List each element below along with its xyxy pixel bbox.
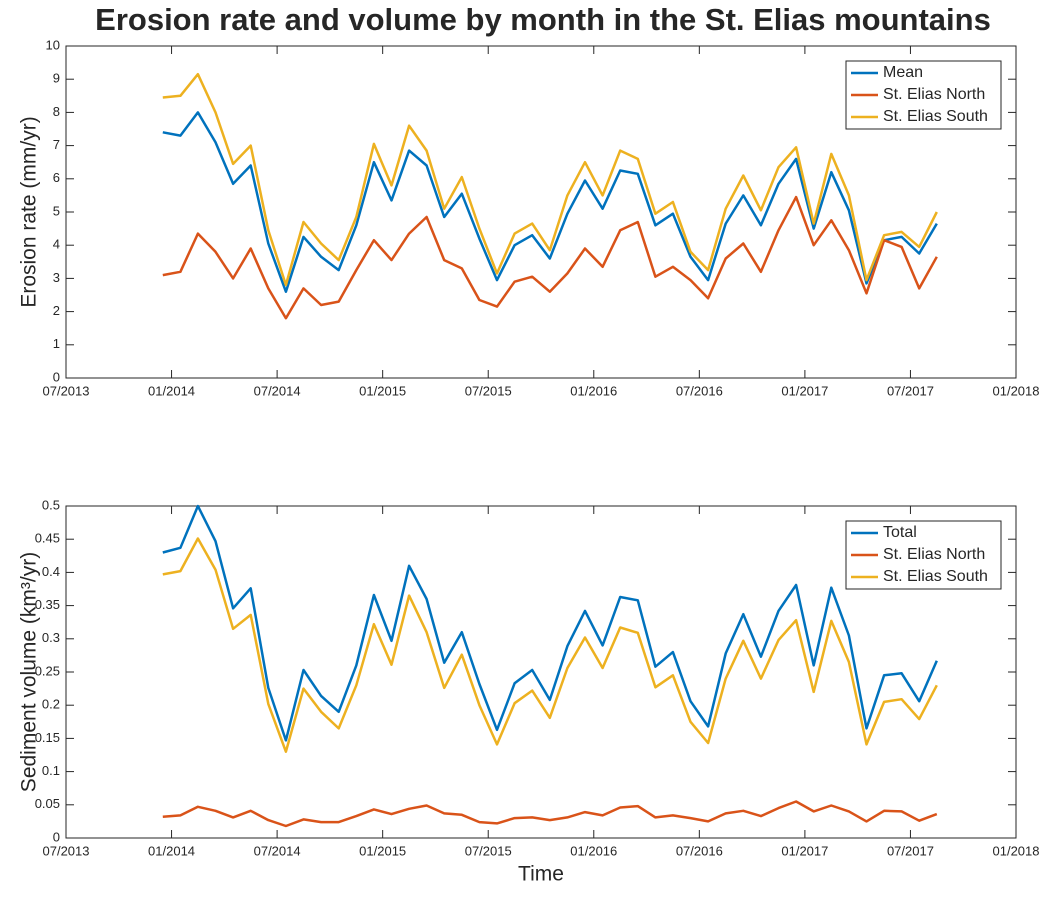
x-tick-label: 01/2017 bbox=[781, 843, 828, 858]
y-tick-label: 10 bbox=[46, 37, 60, 52]
series-line bbox=[162, 195, 938, 320]
series-line bbox=[162, 504, 938, 742]
y-tick-label: 0.4 bbox=[42, 564, 60, 579]
x-tick-label: 07/2016 bbox=[676, 843, 723, 858]
x-tick-label: 07/2014 bbox=[254, 383, 301, 398]
y-axis-label: Sediment volume (km³/yr) bbox=[18, 552, 41, 792]
y-tick-label: 0.05 bbox=[35, 796, 60, 811]
x-tick-label: 07/2013 bbox=[43, 843, 90, 858]
legend-label: St. Elias South bbox=[883, 568, 988, 585]
y-tick-label: 8 bbox=[53, 104, 60, 119]
x-tick-label: 01/2014 bbox=[148, 383, 195, 398]
legend-label: St. Elias North bbox=[883, 546, 985, 563]
legend: Total St. Elias North St. Elias South bbox=[845, 520, 1002, 590]
chart-title: Erosion rate and volume by month in the … bbox=[95, 2, 991, 37]
y-tick-label: 3 bbox=[53, 270, 60, 285]
legend-label: St. Elias North bbox=[883, 86, 985, 103]
x-tick-label: 01/2015 bbox=[359, 843, 406, 858]
y-tick-label: 9 bbox=[53, 71, 60, 86]
x-tick-label: 07/2017 bbox=[887, 383, 934, 398]
x-axis-label: Time bbox=[518, 863, 564, 886]
y-tick-label: 0.35 bbox=[35, 597, 60, 612]
y-tick-label: 7 bbox=[53, 137, 60, 152]
x-tick-label: 07/2013 bbox=[43, 383, 90, 398]
x-tick-label: 01/2016 bbox=[570, 843, 617, 858]
series-line bbox=[162, 111, 938, 293]
series-line bbox=[162, 72, 938, 287]
series-line bbox=[162, 537, 938, 753]
y-tick-label: 6 bbox=[53, 170, 60, 185]
y-tick-label: 0.25 bbox=[35, 663, 60, 678]
legend-label: St. Elias South bbox=[883, 108, 988, 125]
y-tick-label: 4 bbox=[53, 237, 60, 252]
y-tick-label: 0.2 bbox=[42, 697, 60, 712]
legend: Mean St. Elias North St. Elias South bbox=[845, 60, 1002, 130]
y-tick-label: 0.15 bbox=[35, 730, 60, 745]
y-tick-label: 0.3 bbox=[42, 630, 60, 645]
y-tick-label: 0.45 bbox=[35, 531, 60, 546]
y-tick-label: 0 bbox=[53, 369, 60, 384]
y-tick-label: 0.1 bbox=[42, 763, 60, 778]
x-tick-label: 07/2014 bbox=[254, 843, 301, 858]
x-tick-label: 07/2015 bbox=[465, 843, 512, 858]
y-tick-label: 0 bbox=[53, 829, 60, 844]
legend-label: Mean bbox=[883, 64, 923, 81]
x-tick-label: 01/2016 bbox=[570, 383, 617, 398]
x-tick-label: 01/2015 bbox=[359, 383, 406, 398]
y-tick-label: 5 bbox=[53, 203, 60, 218]
y-tick-label: 2 bbox=[53, 303, 60, 318]
x-tick-label: 01/2018 bbox=[993, 843, 1040, 858]
x-tick-label: 07/2016 bbox=[676, 383, 723, 398]
x-tick-label: 01/2017 bbox=[781, 383, 828, 398]
y-tick-label: 1 bbox=[53, 336, 60, 351]
x-tick-label: 01/2014 bbox=[148, 843, 195, 858]
y-axis-label: Erosion rate (mm/yr) bbox=[18, 116, 41, 307]
x-tick-label: 01/2018 bbox=[993, 383, 1040, 398]
series-line bbox=[162, 800, 938, 828]
y-tick-label: 0.5 bbox=[42, 497, 60, 512]
legend-label: Total bbox=[883, 524, 917, 541]
x-tick-label: 07/2015 bbox=[465, 383, 512, 398]
x-tick-label: 07/2017 bbox=[887, 843, 934, 858]
